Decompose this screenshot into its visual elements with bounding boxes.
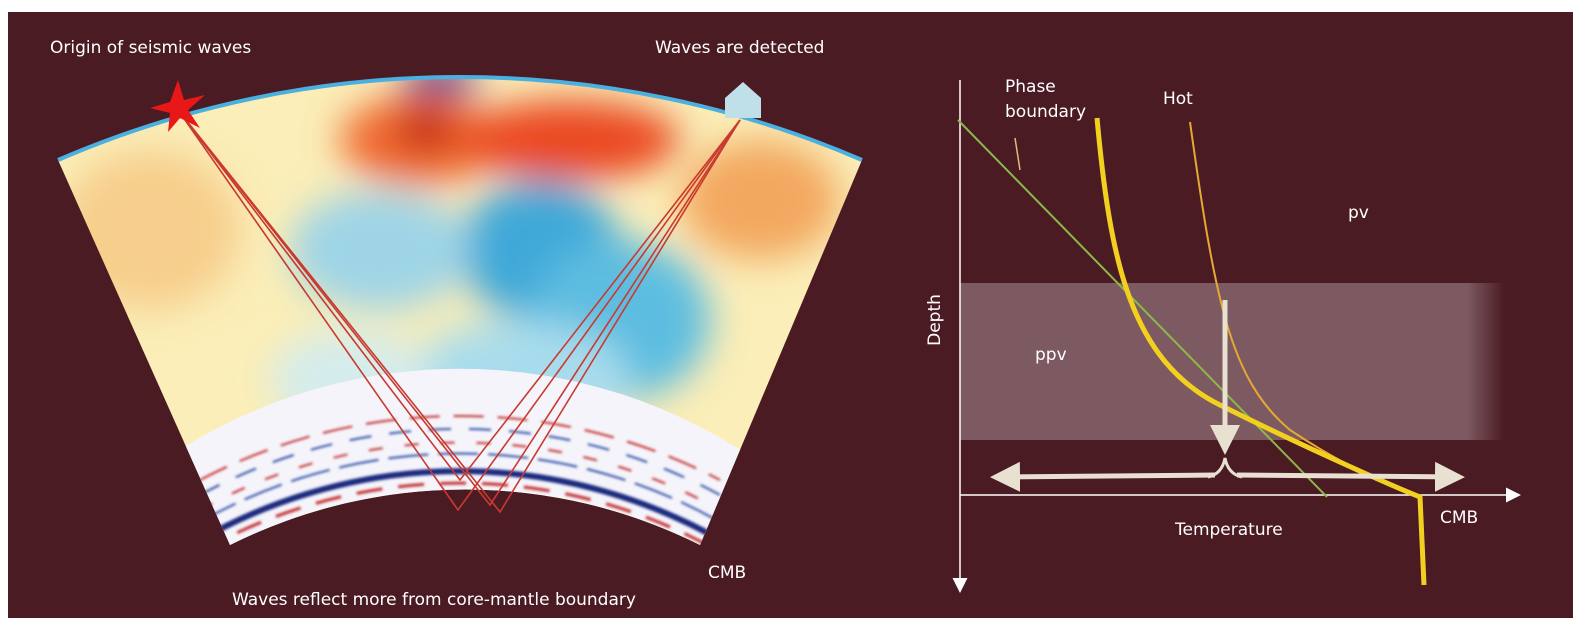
page: Origin of seismic waves Waves are detect… — [0, 0, 1573, 618]
source-label: Origin of seismic waves — [50, 38, 251, 58]
cmb-label: CMB — [708, 563, 746, 583]
ppv-label: ppv — [1035, 345, 1067, 365]
caption: Waves reflect more from core-mantle boun… — [232, 590, 636, 610]
temperature-label: Temperature — [1174, 520, 1283, 540]
detector-label: Waves are detected — [655, 38, 824, 58]
phase-boundary-label-line1: Phase — [1005, 77, 1056, 97]
diagram: Origin of seismic waves Waves are detect… — [0, 0, 1573, 618]
cmb-label-right: CMB — [1440, 508, 1478, 528]
phase-boundary-label-line2: boundary — [1005, 102, 1086, 122]
pv-label: pv — [1348, 203, 1369, 223]
depth-label: Depth — [925, 294, 945, 346]
hot-label: Hot — [1163, 89, 1193, 109]
